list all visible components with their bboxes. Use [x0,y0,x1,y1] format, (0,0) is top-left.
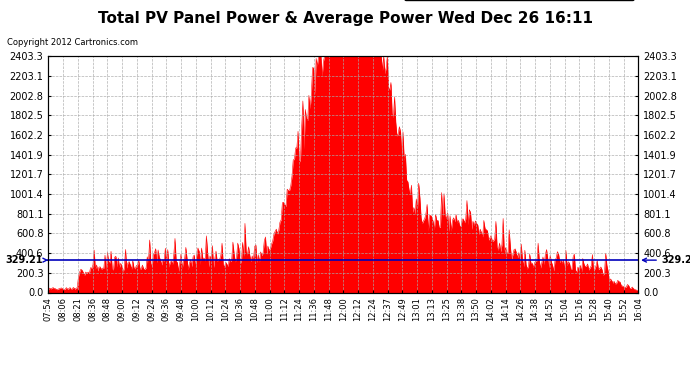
Text: 329.21: 329.21 [642,255,690,265]
Text: 329.21: 329.21 [5,255,48,265]
Text: Copyright 2012 Cartronics.com: Copyright 2012 Cartronics.com [7,38,138,47]
Text: Total PV Panel Power & Average Power Wed Dec 26 16:11: Total PV Panel Power & Average Power Wed… [97,11,593,26]
